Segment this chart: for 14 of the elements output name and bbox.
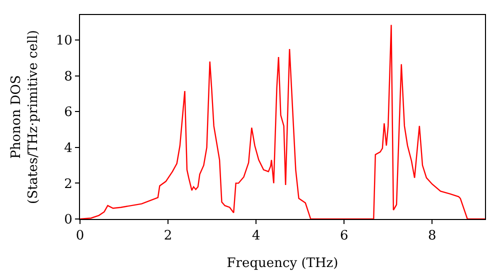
y-axis-title: Phonon DOS (States/THz·primitive cell) bbox=[8, 30, 41, 204]
x-tick-label: 8 bbox=[428, 228, 436, 244]
y-tick-label: 4 bbox=[64, 140, 72, 156]
y-tick-label: 0 bbox=[64, 212, 72, 228]
x-tick-label: 4 bbox=[252, 228, 260, 244]
x-tick-label: 0 bbox=[76, 228, 84, 244]
y-tick-label: 10 bbox=[56, 34, 72, 49]
x-axis-title: Frequency (THz) bbox=[226, 256, 338, 272]
y-tick-label: 6 bbox=[64, 105, 72, 120]
x-tick-label: 6 bbox=[340, 228, 348, 244]
line-series bbox=[80, 24, 485, 219]
y-tick-label: 2 bbox=[64, 176, 72, 192]
x-tick-label: 2 bbox=[164, 228, 172, 244]
y-tick-label: 8 bbox=[64, 69, 72, 84]
